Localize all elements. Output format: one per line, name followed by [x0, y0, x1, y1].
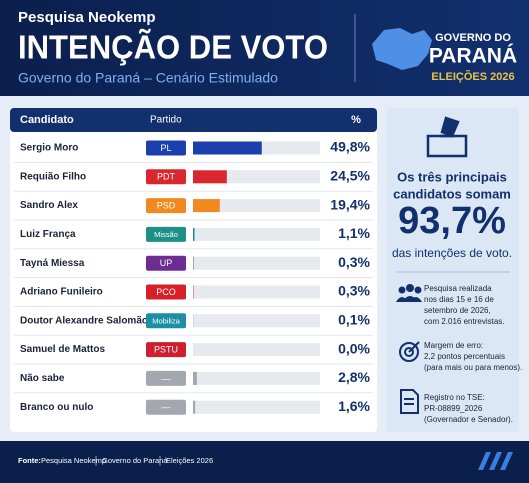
note-line: Margem de erro:: [424, 341, 483, 350]
footer-item: Pesquisa Neokemp: [41, 456, 106, 465]
document-icon: [400, 389, 419, 414]
party-badge: [146, 226, 186, 242]
party-badge: [146, 198, 186, 214]
party-label: —: [162, 402, 171, 412]
party-label: Missão: [154, 230, 178, 239]
candidate-name: Não sabe: [20, 373, 65, 384]
value-label: 0,0%: [338, 340, 370, 356]
badge-bottom: ELEIÇÕES 2026: [431, 70, 514, 83]
note-line: (para mais ou para menos).: [424, 363, 522, 372]
value-label: 1,1%: [338, 225, 370, 241]
summary-panel: [386, 108, 519, 432]
value-label: 0,3%: [338, 254, 370, 270]
party-label: UP: [160, 258, 173, 268]
candidate-name: Adriano Funileiro: [20, 287, 103, 298]
bar-track: [193, 285, 320, 299]
note-line: nos dias 15 e 16 de: [424, 295, 494, 304]
party-badge: [146, 399, 186, 415]
candidate-name: Sandro Alex: [20, 200, 78, 211]
value-label: 0,3%: [338, 283, 370, 299]
candidate-name: Sergio Moro: [20, 143, 78, 154]
note-line: com 2.016 entrevistas.: [424, 317, 504, 326]
note-line: PR-08899_2026: [424, 404, 483, 413]
bar: [193, 141, 262, 155]
party-label: PSD: [157, 200, 176, 210]
party-label: PDT: [157, 172, 176, 182]
bar-track: [193, 227, 320, 241]
state-map: [372, 28, 432, 70]
party-label: PSTU: [154, 344, 178, 354]
footer-label: Fonte:: [18, 456, 41, 465]
value-label: 24,5%: [330, 168, 370, 184]
party-label: —: [162, 373, 171, 383]
value-label: 2,8%: [338, 369, 370, 385]
party-badge: [146, 169, 186, 185]
note-line: Pesquisa realizada: [424, 284, 492, 293]
kicker: Pesquisa Neokemp: [18, 9, 156, 26]
note-line: (Governador e Senador).: [424, 415, 513, 424]
candidate-name: Luiz França: [20, 229, 76, 240]
party-label: Mobiliza: [152, 316, 180, 325]
footer-logo: [478, 452, 513, 470]
column-header: %: [351, 114, 361, 126]
value-label: 0,1%: [338, 312, 370, 328]
footer-item: Governo do Paraná: [102, 456, 168, 465]
footer-item: Eleições 2026: [166, 456, 213, 465]
subtitle: Governo do Paraná – Cenário Estimulado: [18, 70, 278, 86]
note-line: 2,2 pontos percentuais: [424, 352, 505, 361]
ballot-icon: [426, 116, 468, 158]
title: INTENÇÃO DE VOTO: [18, 29, 328, 66]
party-badge: [146, 284, 186, 300]
candidate-name: Tayná Miessa: [20, 258, 85, 269]
bar-track: [193, 256, 320, 270]
table-header: [10, 108, 377, 132]
bar-track: [193, 400, 320, 414]
header-bg: [0, 0, 529, 96]
summary-total: 93,7%: [398, 200, 506, 242]
party-label: PL: [160, 143, 171, 153]
column-header: Partido: [150, 115, 182, 126]
footer-bg: [0, 441, 529, 483]
party-badge: [146, 313, 186, 329]
party-badge: [146, 255, 186, 271]
column-header: Candidato: [20, 114, 74, 126]
candidate-name: Doutor Alexandre Salomão: [20, 315, 148, 326]
summary-caption: das intenções de voto.: [392, 246, 512, 260]
bar-track: [193, 371, 320, 385]
value-label: 1,6%: [338, 398, 370, 414]
bar-track: [193, 199, 320, 213]
people-icon: [396, 284, 422, 302]
bar: [193, 199, 220, 213]
bar-track: [193, 314, 320, 328]
bar: [193, 170, 227, 184]
summary-line: Os três principais: [397, 169, 507, 184]
bar: [193, 227, 195, 241]
candidate-name: Requião Filho: [20, 171, 86, 182]
party-label: PCO: [156, 287, 176, 297]
note-line: Registro no TSE:: [424, 393, 485, 402]
value-label: 19,4%: [330, 196, 370, 212]
note-line: setembro de 2026,: [424, 306, 491, 315]
party-badge: [146, 342, 186, 358]
party-badge: [146, 370, 186, 386]
candidate-name: Branco ou nulo: [20, 402, 93, 413]
candidate-name: Samuel de Mattos: [20, 344, 105, 355]
summary-line: candidatos somam: [393, 186, 511, 201]
value-label: 49,8%: [330, 139, 370, 155]
bar-track: [193, 343, 320, 357]
bar: [193, 400, 196, 414]
bar: [193, 371, 197, 385]
party-badge: [146, 140, 186, 156]
badge-top: GOVERNO DO: [435, 32, 511, 44]
badge-main: PARANÁ: [429, 45, 517, 68]
target-icon: [399, 341, 420, 362]
